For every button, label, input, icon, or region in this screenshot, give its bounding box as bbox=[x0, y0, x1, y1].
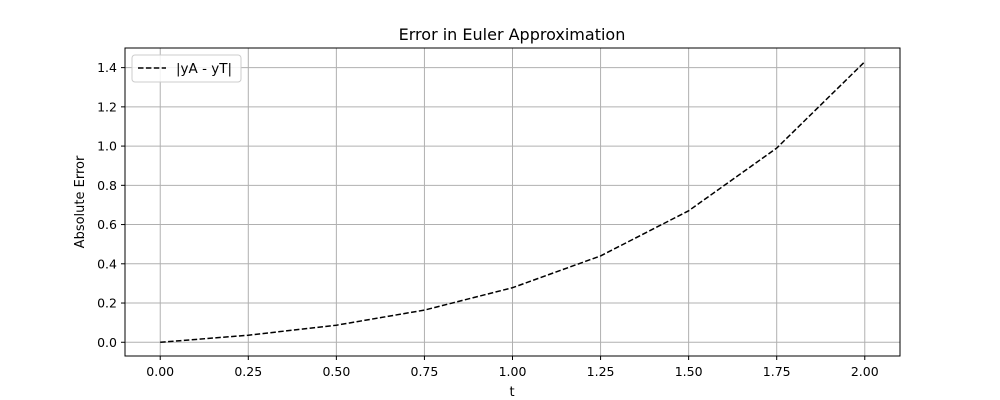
y-tick-label: 1.4 bbox=[97, 60, 117, 75]
x-axis-label: t bbox=[509, 385, 514, 400]
x-tick-label: 0.00 bbox=[146, 364, 174, 379]
x-tick-label: 0.75 bbox=[411, 364, 439, 379]
x-tick-label: 1.75 bbox=[763, 364, 791, 379]
y-tick-label: 0.2 bbox=[97, 296, 117, 311]
chart-title: Error in Euler Approximation bbox=[399, 25, 626, 44]
x-axis-ticks: 0.00 0.25 0.50 0.75 1.00 1.25 1.50 1.75 2.00 bbox=[146, 356, 879, 379]
y-axis-ticks: 0.0 0.2 0.4 0.6 0.8 1.0 1.2 1.4 bbox=[97, 60, 125, 350]
y-tick-label: 0.4 bbox=[97, 256, 117, 271]
x-tick-label: 1.50 bbox=[675, 364, 703, 379]
x-tick-label: 1.00 bbox=[499, 364, 527, 379]
x-tick-label: 0.25 bbox=[234, 364, 262, 379]
y-axis-label: Absolute Error bbox=[73, 155, 88, 248]
legend: |yA - yT| bbox=[131, 54, 242, 83]
series-layer bbox=[160, 61, 866, 344]
x-tick-label: 0.50 bbox=[322, 364, 350, 379]
y-tick-label: 0.0 bbox=[97, 335, 117, 350]
y-tick-label: 0.6 bbox=[97, 217, 117, 232]
legend-box bbox=[131, 54, 242, 83]
x-tick-label: 1.25 bbox=[587, 364, 615, 379]
y-tick-label: 1.0 bbox=[97, 139, 117, 154]
grid bbox=[125, 48, 900, 356]
x-tick-label: 2.00 bbox=[851, 364, 879, 379]
legend-label: |yA - yT| bbox=[176, 61, 232, 77]
series-line bbox=[160, 61, 866, 344]
y-tick-label: 0.8 bbox=[97, 178, 117, 193]
y-tick-label: 1.2 bbox=[97, 99, 117, 114]
